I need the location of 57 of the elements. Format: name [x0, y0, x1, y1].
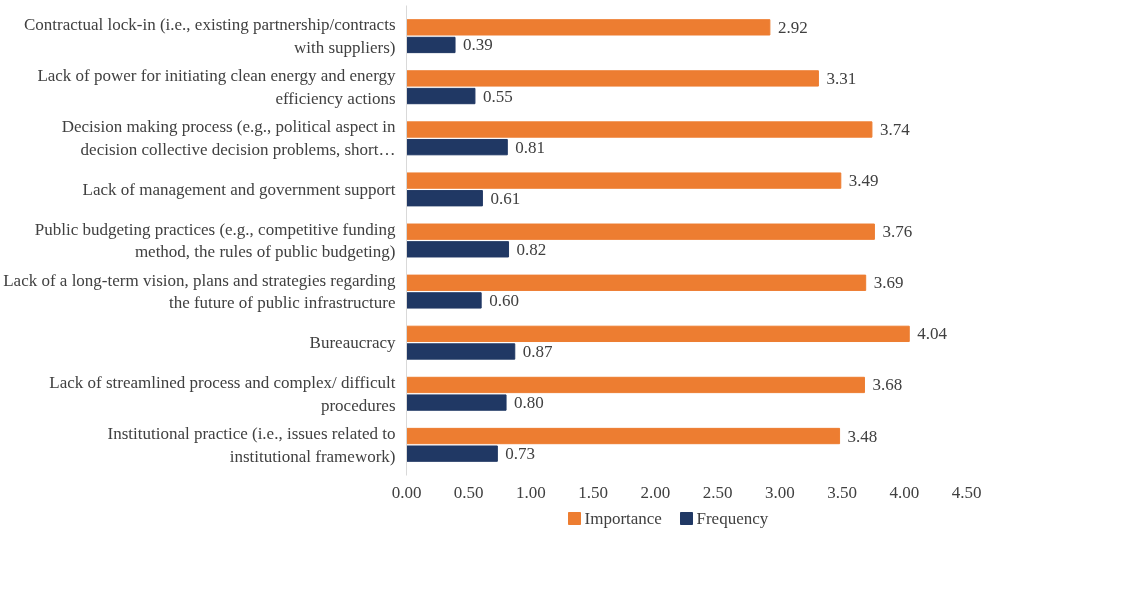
y-tick-label: Public budgeting practices (e.g., competitive funding method, the rules of public budgeting)	[34, 219, 396, 262]
x-tick-label: 2.50	[702, 482, 733, 502]
data-label: 0.87	[522, 341, 554, 361]
data-label: 0.60	[489, 290, 519, 310]
data-label: 0.55	[482, 86, 513, 106]
legend-label: Frequency	[696, 509, 769, 528]
bar	[406, 121, 873, 138]
y-tick-label: Lack of a long-term vision, plans and strategies regarding the future of public infrastructure	[3, 270, 396, 313]
bar	[406, 394, 507, 411]
x-tick-label: 3.50	[827, 482, 857, 502]
y-tick-label: Institutional practice (i.e., issues related to institutional framework)	[107, 423, 396, 466]
bar	[406, 36, 456, 54]
data-label: 4.04	[917, 324, 948, 344]
bar	[406, 445, 498, 462]
x-tick-label: 2.00	[640, 482, 671, 502]
legend-label: Importance	[584, 509, 662, 528]
x-tick-label: 1.00	[516, 482, 546, 502]
data-label: 0.80	[514, 393, 544, 413]
bar	[406, 376, 865, 394]
bar	[406, 87, 476, 105]
y-tick-label: Lack of streamlined process and complex/ difficult procedures	[49, 372, 396, 415]
x-tick-label: 0.00	[391, 482, 422, 502]
bar	[406, 241, 510, 258]
y-tick-label: Lack of management and government support	[82, 179, 396, 199]
bar	[406, 172, 842, 189]
data-label: 3.68	[872, 375, 903, 395]
data-label: 0.39	[463, 35, 493, 55]
data-label: 3.31	[826, 68, 857, 88]
data-label: 3.74	[879, 120, 911, 140]
data-label: 2.92	[777, 17, 808, 37]
y-tick-label: Decision making process (e.g., political aspect in decision collective decision problems, short…	[61, 117, 396, 160]
data-label: 3.76	[882, 222, 913, 242]
data-label: 0.82	[516, 239, 547, 259]
bar	[406, 223, 875, 240]
bar	[406, 190, 483, 207]
x-tick-label: 3.00	[764, 482, 795, 502]
data-label: 3.48	[847, 426, 878, 446]
y-tick-label: Bureaucracy	[309, 333, 396, 353]
y-tick-label: Lack of power for initiating clean energy and energy efficiency actions	[37, 66, 396, 109]
bar	[406, 292, 482, 309]
bar	[406, 138, 508, 156]
data-label: 3.69	[873, 273, 904, 293]
bar	[406, 427, 841, 445]
bar	[406, 274, 867, 291]
data-label: 0.81	[515, 137, 546, 157]
x-tick-label: 4.50	[951, 482, 982, 502]
y-tick-label: Contractual lock-in (i.e., existing partnership/contracts with suppliers)	[23, 15, 396, 58]
x-tick-label: 0.50	[453, 482, 484, 502]
bar	[406, 325, 910, 343]
bar	[406, 343, 516, 360]
x-tick-label: 4.00	[889, 482, 920, 502]
bar	[406, 70, 819, 87]
data-label: 3.49	[848, 171, 879, 191]
data-label: 0.61	[490, 188, 521, 208]
data-label: 0.73	[505, 444, 536, 464]
bar	[406, 19, 771, 36]
x-tick-label: 1.50	[578, 482, 609, 502]
